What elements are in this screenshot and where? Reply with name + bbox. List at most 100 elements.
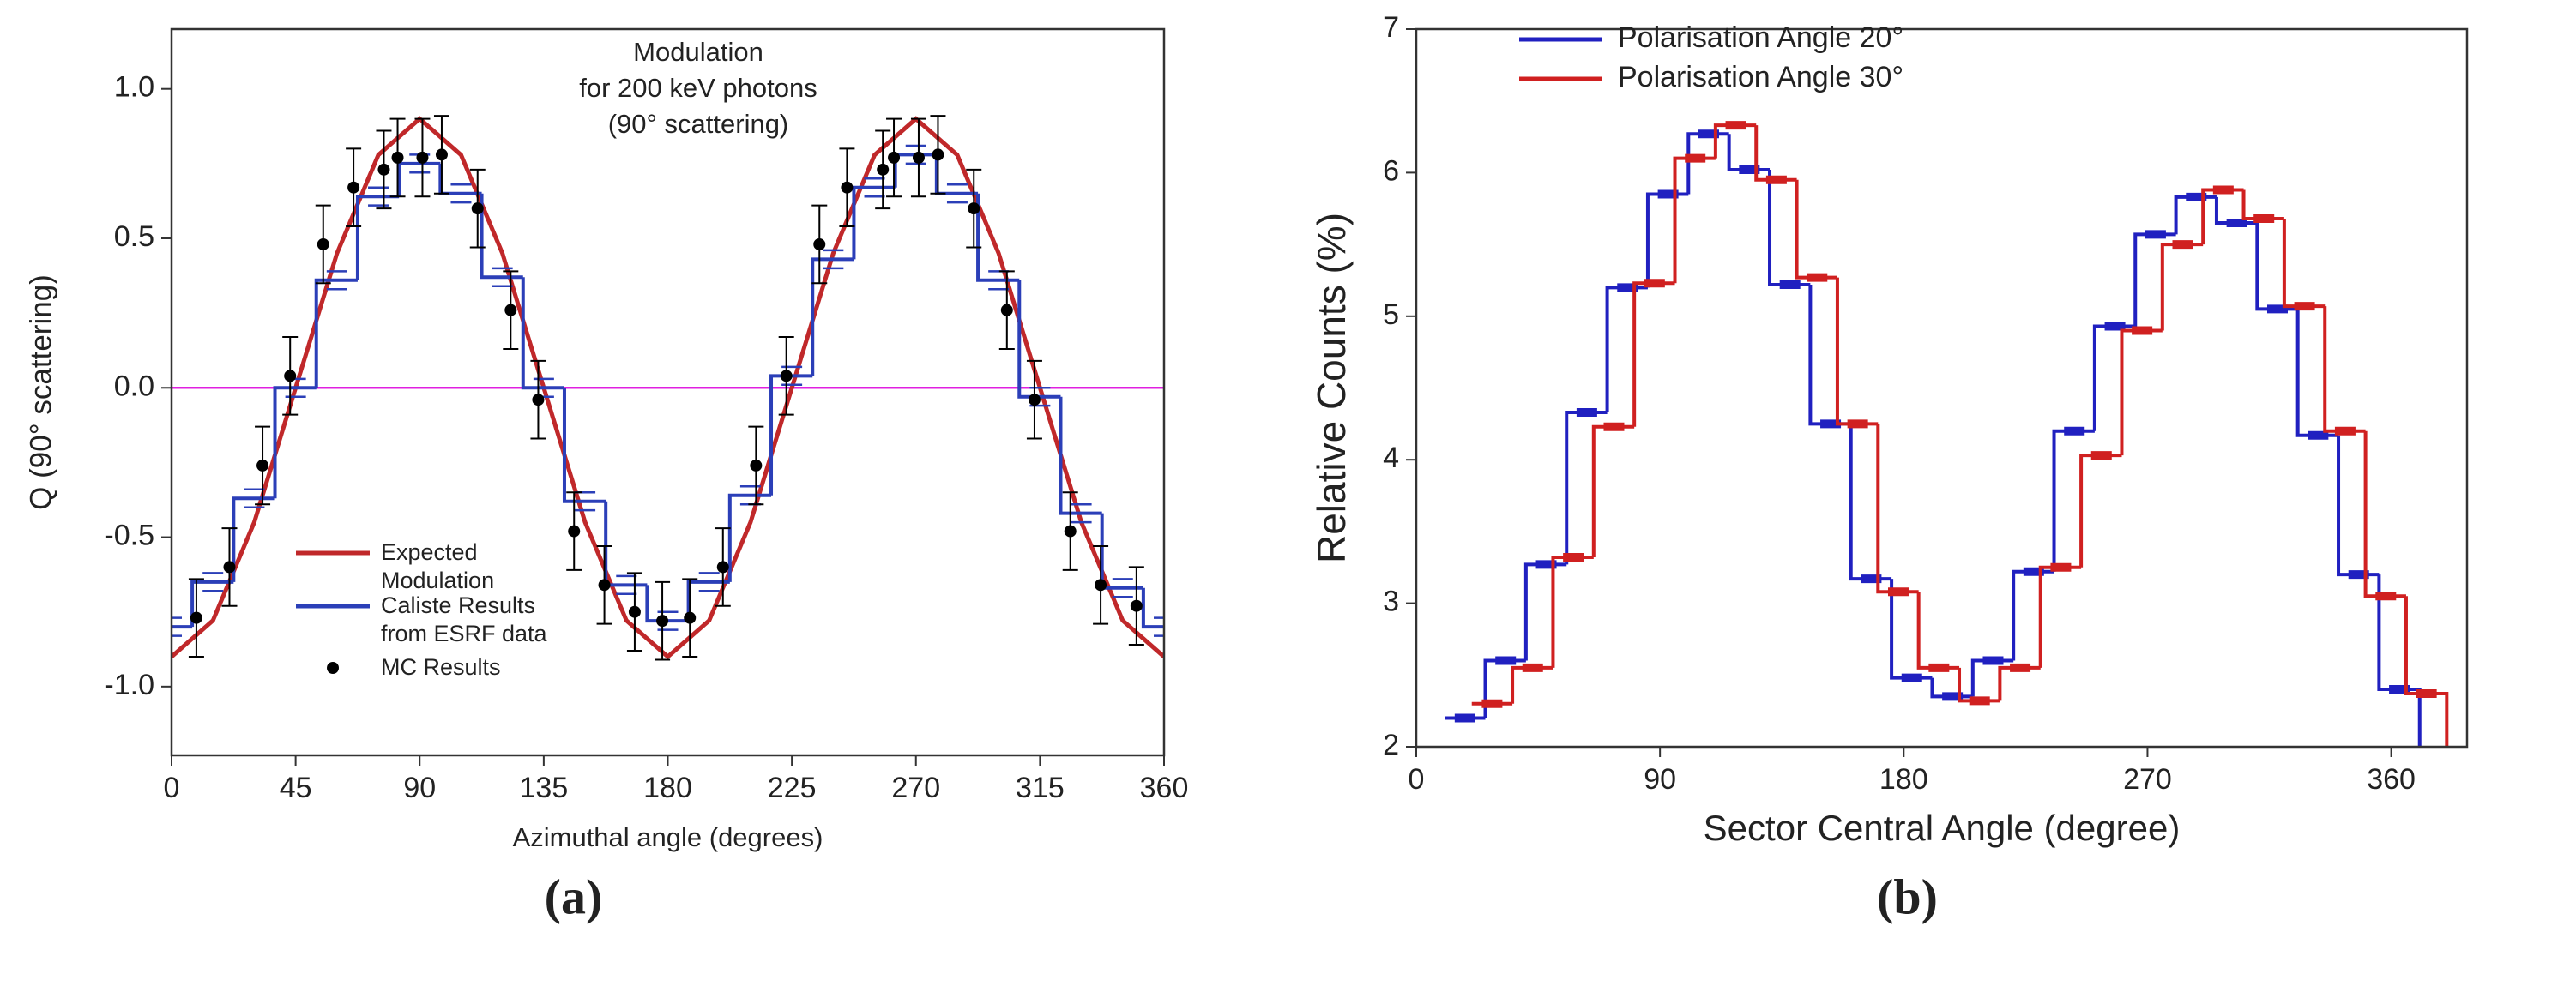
error-bar	[492, 267, 513, 288]
x-tick-label: 270	[2123, 763, 2172, 796]
point	[684, 611, 697, 624]
caption: (a)	[545, 869, 603, 924]
y-tick-label: -1.0	[104, 669, 154, 701]
x-tick-label: 180	[643, 772, 692, 804]
step-bin	[480, 193, 523, 280]
error-bar	[1071, 502, 1092, 524]
step-bin	[355, 195, 400, 280]
point	[435, 148, 448, 161]
step-bin	[1605, 286, 1648, 412]
y-tick-label: 3	[1383, 586, 1399, 618]
point	[932, 148, 944, 161]
point	[841, 181, 854, 194]
x-tick-label: 90	[1644, 763, 1676, 796]
legend-label: Polarisation Angle 30°	[1618, 61, 1903, 93]
step-bin	[1768, 170, 1811, 286]
x-tick-label: 180	[1879, 763, 1928, 796]
chart-title: (90° scattering)	[608, 109, 789, 139]
chart-title: for 200 keV photons	[579, 73, 817, 103]
step-bin	[2241, 189, 2284, 220]
error-bar	[244, 488, 265, 508]
point	[716, 561, 729, 574]
step-bin	[2120, 328, 2163, 456]
error-bar	[450, 183, 472, 204]
x-tick-label: 45	[280, 772, 312, 804]
step-bin	[2323, 306, 2366, 433]
legend-symbol	[327, 662, 339, 674]
step-bin	[2363, 430, 2406, 598]
step-bin	[769, 374, 813, 496]
y-tick-label: 6	[1383, 154, 1399, 187]
error-bar	[864, 177, 885, 198]
y-tick-label: 2	[1383, 729, 1399, 761]
step-bin	[1645, 192, 1689, 288]
step-bin	[1795, 179, 1837, 280]
error-bar	[1029, 387, 1051, 407]
point	[780, 370, 793, 382]
step-bin	[686, 580, 730, 622]
x-tick-label: 0	[1409, 763, 1425, 796]
step-bin	[1523, 562, 1567, 661]
plot-area	[172, 115, 1164, 661]
step-bin	[1511, 665, 1553, 704]
step-bin	[2038, 565, 2082, 668]
step-bin	[1998, 665, 2041, 701]
point	[416, 151, 429, 164]
x-axis-label: Sector Central Angle (degree)	[1704, 808, 2181, 848]
y-tick-label: -0.5	[104, 520, 154, 552]
step-bin	[1713, 123, 1757, 159]
caption: (b)	[1877, 869, 1938, 924]
y-tick-label: 7	[1383, 11, 1399, 44]
step-bin	[1835, 277, 1879, 426]
step-bin	[1808, 284, 1851, 426]
y-tick-label: 5	[1383, 298, 1399, 331]
point	[968, 202, 980, 215]
step-bin	[2404, 596, 2449, 747]
x-tick-label: 315	[1016, 772, 1065, 804]
x-tick-label: 270	[891, 772, 940, 804]
x-tick-label: 135	[520, 772, 569, 804]
step-bin	[2133, 232, 2176, 327]
step-bin	[1916, 592, 1960, 670]
step-bin	[1673, 156, 1716, 284]
error-bar	[1154, 616, 1164, 637]
step-bin	[2377, 574, 2422, 747]
x-tick-label: 360	[2367, 763, 2416, 796]
legend-label: Expected Modulation	[381, 539, 495, 593]
plot-frame	[1415, 27, 2469, 749]
point	[391, 151, 404, 164]
step-bin	[1849, 424, 1892, 581]
chart-title: Modulation	[633, 37, 763, 67]
point	[888, 151, 901, 164]
error-bar	[368, 186, 389, 207]
point	[532, 394, 545, 406]
error-bar	[616, 574, 637, 596]
step-bin	[1632, 281, 1675, 427]
step-bin	[1551, 556, 1594, 668]
step-bin	[562, 388, 606, 503]
plot-frame	[170, 27, 1166, 757]
point	[598, 579, 611, 592]
step-bin	[190, 580, 234, 628]
step-bin	[2255, 222, 2298, 311]
step-bin	[1686, 132, 1729, 195]
error-bar	[172, 616, 182, 637]
step-bin	[397, 161, 441, 197]
error-bar	[905, 144, 926, 165]
point	[377, 163, 390, 176]
x-tick-label: 225	[768, 772, 817, 804]
step-bin	[1591, 424, 1635, 558]
point	[1064, 525, 1077, 538]
step-bin	[852, 185, 896, 260]
step-bin	[2092, 324, 2136, 431]
legend-label: Caliste Results from ESRF data	[381, 592, 547, 646]
y-axis-label: Relative Counts (%)	[1309, 213, 1354, 563]
x-tick-label: 0	[164, 772, 180, 804]
error-bar	[202, 572, 224, 592]
point	[750, 459, 763, 472]
step-bin	[2337, 435, 2380, 577]
error-bar	[326, 270, 347, 291]
curve	[172, 116, 1164, 660]
